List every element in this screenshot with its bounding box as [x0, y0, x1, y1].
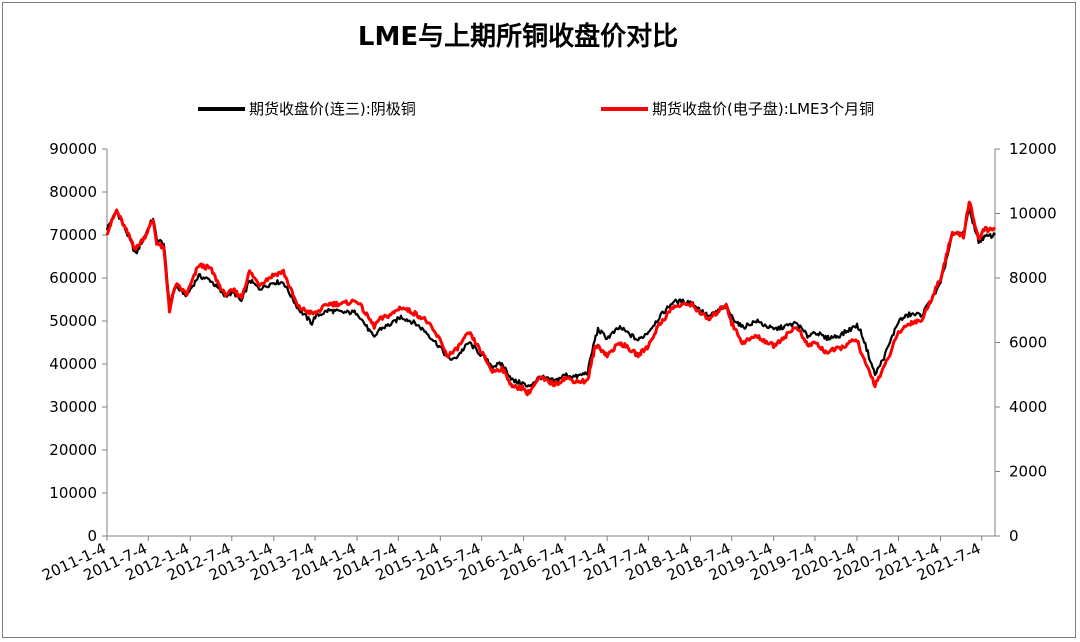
y-right-tick-label: 6000 — [1009, 334, 1047, 352]
series-line-2 — [105, 200, 997, 397]
y-left-tick-label: 50000 — [49, 312, 97, 330]
y-left-tick-label: 90000 — [49, 140, 97, 158]
y-left-tick-label: 60000 — [49, 269, 97, 287]
legend-label-series-1: 期货收盘价(连三):阴极铜 — [249, 100, 416, 118]
y-left-tick-label: 20000 — [49, 441, 97, 459]
chart: LME与上期所铜收盘价对比 期货收盘价(连三):阴极铜 期货收盘价(电子盘):L… — [39, 21, 1056, 584]
y-left-tick-label: 70000 — [49, 226, 97, 244]
y-right-tick-label: 2000 — [1009, 463, 1047, 481]
series-line-1 — [105, 205, 996, 388]
y-right-tick-label: 4000 — [1009, 398, 1047, 416]
legend: 期货收盘价(连三):阴极铜 期货收盘价(电子盘):LME3个月铜 — [198, 100, 874, 118]
y-left-tick-label: 30000 — [49, 398, 97, 416]
y-left-tick-label: 40000 — [49, 355, 97, 373]
y-left-tick-label: 0 — [87, 527, 97, 545]
y-right-tick-label: 0 — [1009, 527, 1019, 545]
chart-title: LME与上期所铜收盘价对比 — [358, 21, 678, 52]
y-left-tick-label: 80000 — [49, 183, 97, 201]
y-left-tick-label: 10000 — [49, 484, 97, 502]
y-right-tick-label: 8000 — [1009, 269, 1047, 287]
plot-area: 0100002000030000400005000060000700008000… — [39, 140, 1056, 584]
y-right-tick-label: 10000 — [1009, 205, 1057, 223]
y-right-tick-label: 12000 — [1009, 140, 1057, 158]
legend-label-series-2: 期货收盘价(电子盘):LME3个月铜 — [652, 100, 874, 118]
